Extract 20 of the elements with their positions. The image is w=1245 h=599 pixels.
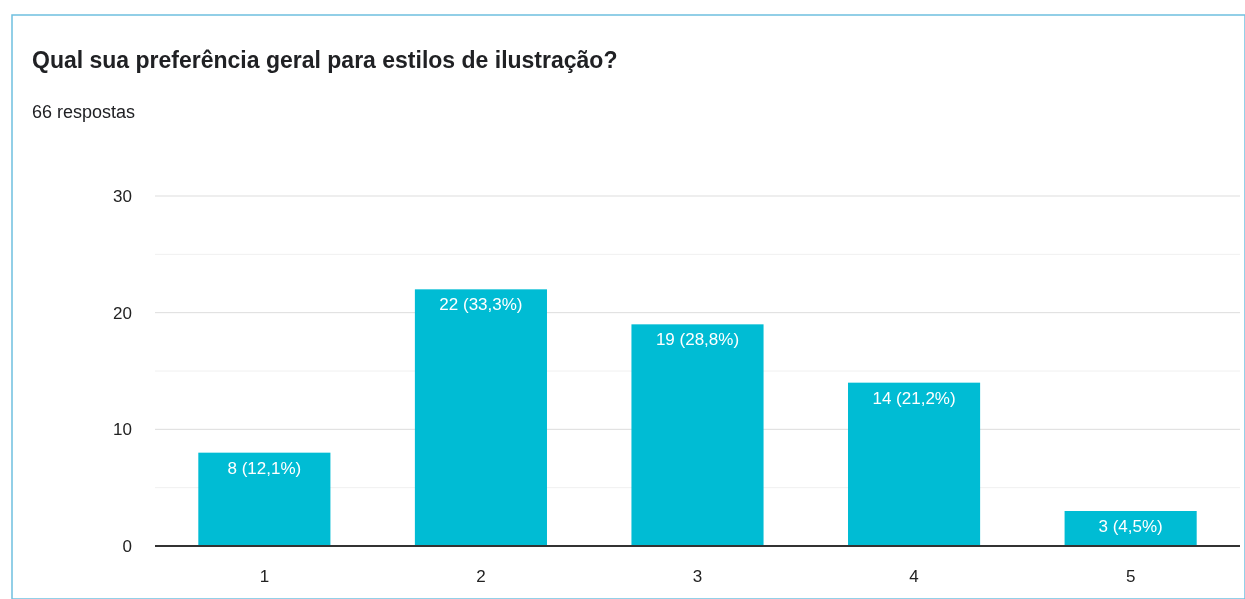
y-tick-label: 10 — [113, 420, 132, 440]
y-tick-label: 30 — [113, 187, 132, 206]
x-tick-label: 4 — [909, 567, 919, 586]
data-label: 3 (4,5%) — [1098, 517, 1163, 536]
x-tick-label: 1 — [259, 567, 270, 586]
y-tick-label: 0 — [122, 537, 132, 556]
data-label: 22 (33,3%) — [439, 295, 523, 315]
y-tick-label: 20 — [113, 303, 132, 323]
chart-subtitle: 66 respostas — [32, 102, 136, 122]
bar — [631, 324, 764, 546]
bar — [414, 289, 547, 546]
x-tick-label: 2 — [476, 567, 486, 586]
chart-title: Qual sua preferência geral para estilos de ilustração? — [32, 47, 618, 73]
data-label: 19 (28,8%) — [655, 330, 740, 350]
data-label: 8 (12,1%) — [227, 458, 302, 478]
data-label: 14 (21,2%) — [872, 388, 956, 408]
bar — [198, 452, 331, 546]
x-tick-label: 5 — [1125, 567, 1136, 586]
x-tick-label: 3 — [692, 567, 703, 586]
bar — [848, 382, 981, 546]
